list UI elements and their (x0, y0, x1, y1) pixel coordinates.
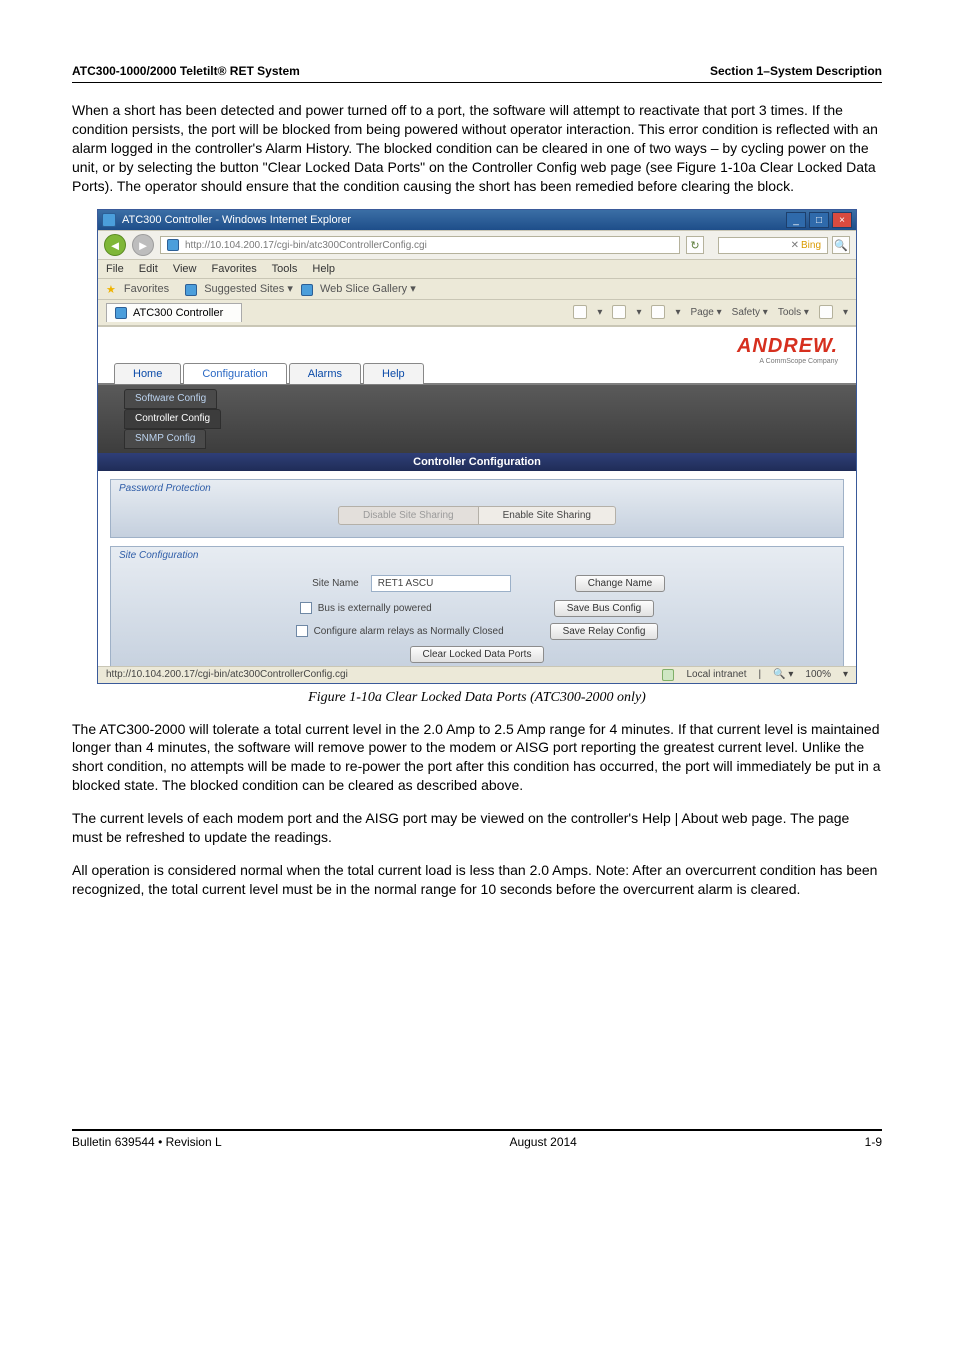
brand-text: ANDREW. (737, 335, 838, 358)
favbar-link-2[interactable]: Web Slice Gallery ▾ (301, 282, 416, 295)
footer-center: August 2014 (509, 1135, 576, 1149)
subtab-snmp[interactable]: SNMP Config (124, 429, 206, 449)
site-config-panel: Site Configuration Site Name RET1 ASCU C… (110, 546, 844, 666)
ie-menubar: File Edit View Favorites Tools Help (98, 260, 856, 279)
save-relay-config-button[interactable]: Save Relay Config (550, 623, 659, 640)
refresh-button[interactable]: ↻ (686, 236, 704, 254)
controller-config-title: Controller Configuration (98, 453, 856, 471)
favbar-link-1[interactable]: Suggested Sites ▾ (185, 282, 293, 295)
checkbox-icon (300, 602, 312, 614)
maximize-button[interactable]: □ (809, 212, 829, 228)
seg-disable-sharing[interactable]: Disable Site Sharing (338, 506, 479, 525)
page-footer: Bulletin 639544 • Revision L August 2014… (72, 1129, 882, 1149)
clear-locked-data-ports-button[interactable]: Clear Locked Data Ports (410, 646, 545, 663)
browser-tab[interactable]: ATC300 Controller (106, 303, 242, 322)
paragraph-1: When a short has been detected and power… (72, 101, 882, 195)
ie-tab-row: ATC300 Controller ▾ ▾ ▾ Page ▾ Safety ▾ … (98, 300, 856, 326)
seg-enable-sharing[interactable]: Enable Site Sharing (479, 506, 616, 525)
zoom-dropdown[interactable]: 🔍 ▾ (773, 669, 793, 680)
url-text: http://10.104.200.17/cgi-bin/atc300Contr… (185, 240, 427, 251)
forward-button[interactable]: ► (132, 234, 154, 256)
search-button[interactable]: 🔍 (832, 236, 850, 254)
andrew-logo: ANDREW. A CommScope Company (737, 335, 838, 365)
page-icon (167, 239, 179, 251)
site-name-input[interactable]: RET1 ASCU (371, 575, 511, 592)
back-button[interactable]: ◄ (104, 234, 126, 256)
favorites-star-icon[interactable]: ★ (106, 283, 116, 296)
ie-status-bar: http://10.104.200.17/cgi-bin/atc300Contr… (98, 666, 856, 683)
page-content: Home Configuration Alarms Help ANDREW. A… (98, 326, 856, 666)
ie-icon (102, 213, 116, 227)
relay-normally-closed-check[interactable]: Configure alarm relays as Normally Close… (296, 625, 536, 637)
password-panel-title: Password Protection (111, 480, 843, 494)
menu-file[interactable]: File (106, 263, 124, 275)
nav-configuration[interactable]: Configuration (183, 363, 286, 384)
zone-icon (662, 669, 674, 681)
menu-favorites[interactable]: Favorites (212, 263, 257, 275)
menu-help[interactable]: Help (312, 263, 335, 275)
footer-left: Bulletin 639544 • Revision L (72, 1135, 222, 1149)
help-icon[interactable] (819, 305, 833, 319)
security-zone: Local intranet (686, 669, 746, 680)
home-icon[interactable] (573, 305, 587, 319)
ie-titlebar: ATC300 Controller - Windows Internet Exp… (98, 210, 856, 230)
sub-tab-band: Software Config Controller Config SNMP C… (98, 385, 856, 453)
paragraph-2: The ATC300-2000 will tolerate a total cu… (72, 720, 882, 796)
header-left: ATC300-1000/2000 Teletilt® RET System (72, 64, 300, 78)
site-config-title: Site Configuration (111, 547, 843, 561)
footer-right: 1-9 (865, 1135, 882, 1149)
password-panel: Password Protection Disable Site Sharing… (110, 479, 844, 538)
subtab-controller[interactable]: Controller Config (124, 409, 221, 429)
paragraph-4: All operation is considered normal when … (72, 861, 882, 899)
ie-window: ATC300 Controller - Windows Internet Exp… (97, 209, 857, 683)
bing-logo: Bing (801, 240, 821, 251)
tab-favicon (115, 307, 127, 319)
zoom-level: 100% (805, 669, 831, 680)
brand-tagline: A CommScope Company (737, 358, 838, 365)
menu-tools[interactable]: Tools (272, 263, 298, 275)
ie-address-bar: ◄ ► http://10.104.200.17/cgi-bin/atc300C… (98, 230, 856, 260)
nav-alarms[interactable]: Alarms (289, 363, 361, 384)
favicon-2 (301, 284, 313, 296)
header-right: Section 1–System Description (710, 64, 882, 78)
window-title: ATC300 Controller - Windows Internet Exp… (122, 214, 351, 226)
favicon-1 (185, 284, 197, 296)
menu-edit[interactable]: Edit (139, 263, 158, 275)
url-input[interactable]: http://10.104.200.17/cgi-bin/atc300Contr… (160, 236, 680, 254)
cmd-page[interactable]: Page ▾ (691, 307, 722, 318)
mail-icon[interactable] (651, 305, 665, 319)
menu-view[interactable]: View (173, 263, 197, 275)
minimize-button[interactable]: _ (786, 212, 806, 228)
status-url: http://10.104.200.17/cgi-bin/atc300Contr… (106, 669, 348, 680)
ie-favorites-bar: ★ Favorites Suggested Sites ▾ Web Slice … (98, 279, 856, 299)
feeds-icon[interactable] (612, 305, 626, 319)
nav-home[interactable]: Home (114, 363, 181, 384)
bus-ext-power-check[interactable]: Bus is externally powered (300, 602, 540, 614)
save-bus-config-button[interactable]: Save Bus Config (554, 600, 655, 617)
cmd-safety[interactable]: Safety ▾ (732, 307, 768, 318)
change-name-button[interactable]: Change Name (575, 575, 665, 592)
close-button[interactable]: × (832, 212, 852, 228)
zoom-arrow[interactable]: ▾ (843, 669, 848, 680)
nav-help[interactable]: Help (363, 363, 424, 384)
page-header: ATC300-1000/2000 Teletilt® RET System Se… (72, 64, 882, 83)
figure-caption: Figure 1-10a Clear Locked Data Ports (AT… (72, 690, 882, 706)
paragraph-3: The current levels of each modem port an… (72, 809, 882, 847)
screenshot-figure: ATC300 Controller - Windows Internet Exp… (72, 209, 882, 683)
subtab-software[interactable]: Software Config (124, 389, 217, 409)
protected-mode-divider: | (759, 669, 762, 680)
site-name-label: Site Name (289, 578, 359, 589)
search-input[interactable]: ✕ Bing (718, 237, 828, 254)
checkbox-icon (296, 625, 308, 637)
favorites-label[interactable]: Favorites (124, 283, 169, 295)
cmd-tools[interactable]: Tools ▾ (778, 307, 809, 318)
tab-title: ATC300 Controller (133, 307, 223, 319)
